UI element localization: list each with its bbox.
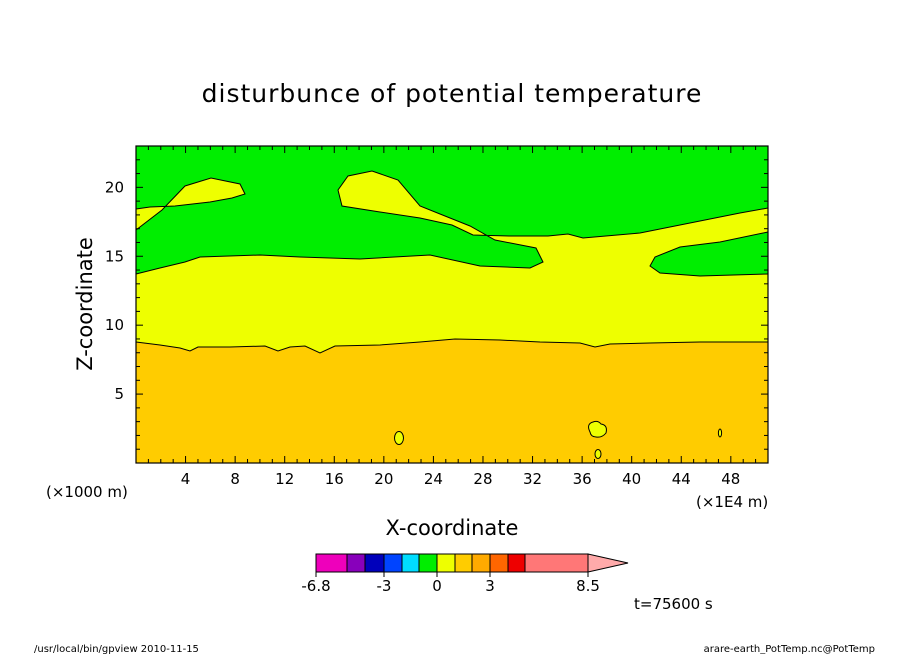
y-tick-label: 10 bbox=[105, 316, 124, 334]
colorbar-swatch bbox=[401, 553, 420, 573]
x-axis-label: X-coordinate bbox=[386, 516, 519, 540]
x-tick-label: 44 bbox=[672, 470, 691, 488]
island-contour bbox=[594, 449, 602, 459]
colorbar-swatch bbox=[524, 553, 589, 573]
x-tick-label: 16 bbox=[325, 470, 344, 488]
y-tick-label: 5 bbox=[114, 385, 124, 403]
x-tick-label: 40 bbox=[622, 470, 641, 488]
contour-fields bbox=[135, 146, 769, 463]
colorbar-label: -3 bbox=[377, 577, 392, 595]
contour-line-three bbox=[135, 338, 768, 354]
x-tick-label: 36 bbox=[573, 470, 592, 488]
time-label: t=75600 s bbox=[634, 595, 713, 613]
colorbar-swatch bbox=[418, 553, 438, 573]
colorbar-label: -6.8 bbox=[301, 577, 330, 595]
colorbar-swatch bbox=[507, 553, 526, 573]
colorbar-label: 8.5 bbox=[576, 577, 600, 595]
colorbar-swatch bbox=[315, 553, 348, 573]
plot-border bbox=[135, 145, 769, 464]
colorbar-swatch bbox=[587, 553, 629, 573]
colorbar-swatch bbox=[454, 553, 473, 573]
colorbar-swatch bbox=[489, 553, 509, 573]
x-tick-label: 48 bbox=[721, 470, 740, 488]
contour-line-left-strip bbox=[135, 177, 246, 231]
contour-line-zero bbox=[135, 170, 769, 275]
colorbar-swatch bbox=[364, 553, 385, 573]
chart-title: disturbunce of potential temperature bbox=[202, 79, 703, 108]
colorbar-label: 0 bbox=[432, 577, 442, 595]
island-contour bbox=[717, 428, 723, 438]
orange-region bbox=[136, 339, 768, 463]
colorbar: -6.8 -3 0 3 8.5 bbox=[301, 553, 629, 595]
island-contour bbox=[588, 420, 607, 438]
y-tick-label: 15 bbox=[105, 247, 124, 265]
x-tick-label: 8 bbox=[230, 470, 240, 488]
footer-left: /usr/local/bin/gpview 2010-11-15 bbox=[34, 644, 199, 654]
y-tick-label: 20 bbox=[105, 178, 124, 196]
colorbar-swatch bbox=[383, 553, 403, 573]
colorbar-swatch bbox=[436, 553, 456, 573]
x-tick-label: 4 bbox=[181, 470, 191, 488]
x-unit-right: (×1E4 m) bbox=[696, 493, 768, 511]
colorbar-swatch bbox=[471, 553, 491, 573]
x-tick-label: 20 bbox=[374, 470, 393, 488]
y-axis-label: Z-coordinate bbox=[73, 237, 97, 371]
contour-line-right-lobe bbox=[649, 231, 769, 277]
plot-frame bbox=[135, 145, 769, 464]
footer-right: arare-earth_PotTemp.nc@PotTemp bbox=[704, 644, 875, 654]
colorbar-swatch bbox=[346, 553, 366, 573]
x-tick-label: 28 bbox=[473, 470, 492, 488]
x-tick-label: 32 bbox=[523, 470, 542, 488]
x-tick-label: 24 bbox=[424, 470, 443, 488]
x-tick-label: 12 bbox=[275, 470, 294, 488]
colorbar-label: 3 bbox=[485, 577, 495, 595]
x-unit-left: (×1000 m) bbox=[46, 483, 128, 501]
island-contour bbox=[394, 431, 404, 445]
